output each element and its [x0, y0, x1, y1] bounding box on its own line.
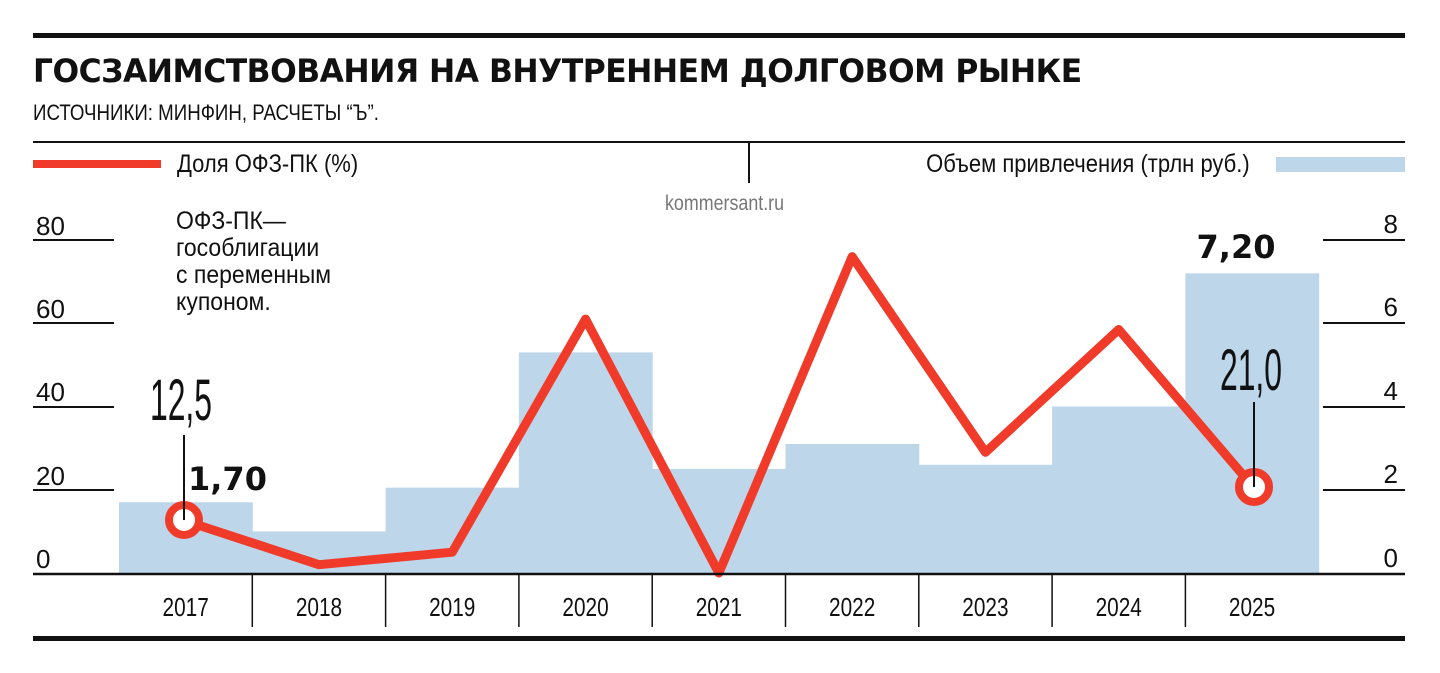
x-tick-label: 2018 [296, 593, 342, 622]
top-rule [33, 33, 1405, 38]
right-axis: 8 6 4 2 0 [1323, 209, 1405, 573]
x-labels: 2017 2018 2019 2020 2021 2022 2023 2024 2025 [163, 593, 1276, 622]
legend-divider [748, 143, 750, 183]
legend-line-label: Доля ОФЗ-ПК (%) [177, 150, 359, 178]
first-bar-value: 1,70 [188, 460, 267, 498]
first-line-value: 12,5 [150, 368, 212, 432]
bar [1052, 406, 1186, 573]
bar-series [119, 273, 1320, 573]
left-tick: 40 [36, 377, 65, 407]
legend-line-swatch [33, 160, 161, 168]
footnote-line: гособлигации [176, 234, 320, 262]
bar [918, 464, 1053, 573]
right-tick: 8 [1384, 209, 1398, 239]
right-tick: 4 [1384, 376, 1398, 406]
left-axis: 80 60 40 20 0 [33, 211, 114, 574]
x-tick-label: 2021 [696, 593, 742, 622]
footnote-line: купоном. [176, 288, 271, 316]
x-tick-label: 2023 [962, 593, 1008, 622]
legend-bar-swatch [1276, 157, 1405, 172]
x-tick-label: 2017 [163, 593, 209, 622]
chart-source: ИСТОЧНИКИ: МИНФИН, РАСЧЕТЫ “Ъ”. [33, 100, 379, 125]
left-tick: 80 [36, 211, 65, 241]
right-tick: 2 [1384, 459, 1398, 489]
x-tick-label: 2025 [1229, 593, 1275, 622]
left-tick: 60 [36, 294, 65, 324]
footnote-line: ОФЗ-ПК— [176, 207, 286, 235]
x-tick-label: 2024 [1096, 593, 1142, 622]
footnote: ОФЗ-ПК— гособлигации с переменным купоно… [176, 208, 331, 316]
left-tick: 0 [36, 544, 50, 574]
header-rule [33, 141, 1405, 143]
watermark: kommersant.ru [665, 192, 785, 215]
legend-bar-label: Объем привлечения (трлн руб.) [926, 150, 1250, 178]
x-tick-label: 2022 [829, 593, 875, 622]
bar [518, 352, 653, 573]
x-tick-label: 2019 [429, 593, 475, 622]
last-bar-value: 7,20 [1197, 228, 1276, 266]
left-tick: 20 [36, 461, 65, 491]
bottom-rule [33, 636, 1405, 641]
chart-title: ГОСЗАИМСТВОВАНИЯ НА ВНУТРЕННЕМ ДОЛГОВОМ … [33, 52, 1082, 90]
bar [785, 443, 920, 573]
x-dividers [251, 574, 1187, 627]
last-line-value: 21,0 [1220, 338, 1282, 402]
x-tick-label: 2020 [562, 593, 608, 622]
right-tick: 0 [1384, 543, 1398, 573]
footnote-line: с переменным [176, 261, 332, 289]
right-tick: 6 [1384, 292, 1398, 322]
bar [1185, 273, 1320, 573]
